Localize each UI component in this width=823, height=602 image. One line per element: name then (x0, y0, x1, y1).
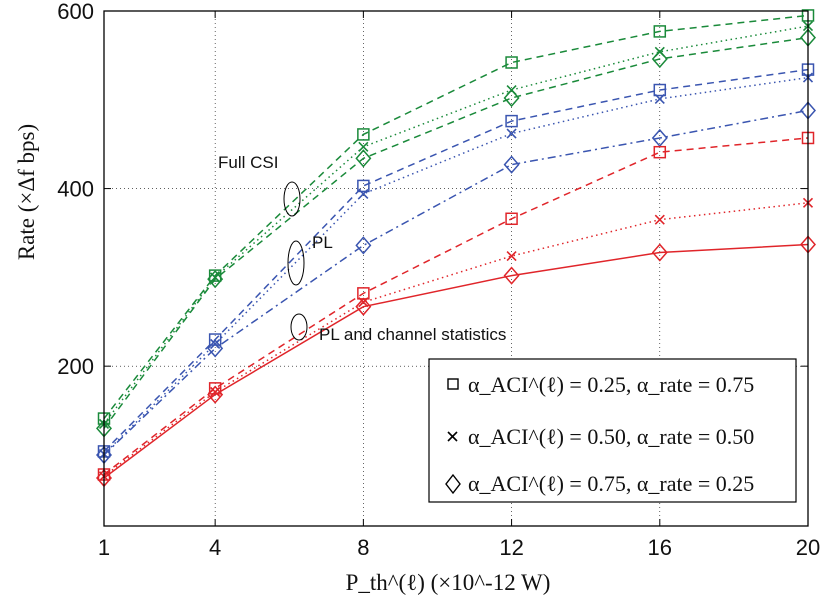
series-line (103, 137, 809, 476)
x-tick-label: 1 (98, 535, 110, 560)
annotation-ellipse-pl (287, 240, 305, 286)
series-point-cross (654, 214, 665, 225)
legend-diamond-marker (445, 473, 461, 495)
series-line (103, 202, 809, 477)
x-tick-label: 12 (499, 535, 523, 560)
plot-frame (103, 10, 809, 527)
legend-square-marker (447, 378, 459, 390)
series-point-square (653, 83, 667, 97)
series-point-square (505, 56, 518, 69)
series-point-diamond (503, 266, 520, 285)
series-point-cross (506, 251, 517, 262)
series-point-diamond (503, 88, 520, 108)
legend-cross-marker (447, 431, 458, 442)
series-point-cross (506, 128, 517, 139)
series-point-square (653, 145, 667, 159)
series-point-cross (358, 297, 369, 308)
series-point-diamond (355, 297, 372, 316)
series-point-square (357, 179, 370, 193)
series-point-square (653, 25, 667, 38)
x-tick-label: 4 (209, 535, 221, 560)
series-point-cross (654, 93, 665, 104)
x-tick-label: 20 (796, 535, 820, 560)
legend-entry-1: α_ACI^(ℓ) = 0.25, α_rate = 0.75 (468, 372, 754, 397)
series-point-diamond (355, 149, 372, 168)
series-point-diamond (355, 236, 372, 255)
y-axis-label: Rate (×Δf bps) (14, 124, 39, 260)
series-line (103, 109, 809, 456)
series-point-cross (358, 188, 369, 199)
annotation-pl-stats: PL and channel statistics (319, 325, 506, 344)
annotation-ellipse-pl-stats (290, 313, 308, 341)
series-point-square (357, 128, 370, 141)
series-point-diamond (651, 243, 668, 262)
annotation-pl: PL (312, 233, 333, 252)
series-line (103, 76, 809, 455)
x-tick-label: 8 (357, 535, 369, 560)
series-point-diamond (503, 155, 520, 174)
axis-ticks: 1 4 8 12 16 20 200 400 600 (57, 0, 820, 560)
y-tick-label: 200 (57, 354, 94, 379)
series-point-diamond (207, 339, 224, 358)
series-point-cross (358, 141, 369, 152)
legend: α_ACI^(ℓ) = 0.25, α_rate = 0.75 α_ACI^(ℓ… (428, 358, 797, 503)
series-line (103, 36, 809, 429)
legend-box (428, 358, 797, 503)
series-line (103, 25, 809, 425)
y-tick-label: 400 (57, 177, 94, 202)
legend-entry-2: α_ACI^(ℓ) = 0.50, α_rate = 0.50 (468, 424, 754, 449)
series-point-diamond (207, 270, 224, 289)
x-axis-label: P_th^(ℓ) (×10^-12 W) (346, 570, 551, 595)
series-point-square (505, 114, 518, 128)
series-layer (96, 9, 816, 488)
annotation-full-csi: Full CSI (218, 153, 278, 172)
annotation-ellipse-full-csi (283, 181, 301, 217)
series-point-diamond (651, 49, 668, 69)
y-tick-label: 600 (57, 0, 94, 24)
series-point-square (505, 212, 518, 226)
series-line (103, 243, 809, 479)
series-line (103, 68, 809, 452)
x-tick-label: 16 (648, 535, 672, 560)
legend-entry-3: α_ACI^(ℓ) = 0.75, α_rate = 0.25 (468, 471, 754, 496)
series-line (103, 14, 809, 420)
series-point-diamond (207, 385, 224, 404)
